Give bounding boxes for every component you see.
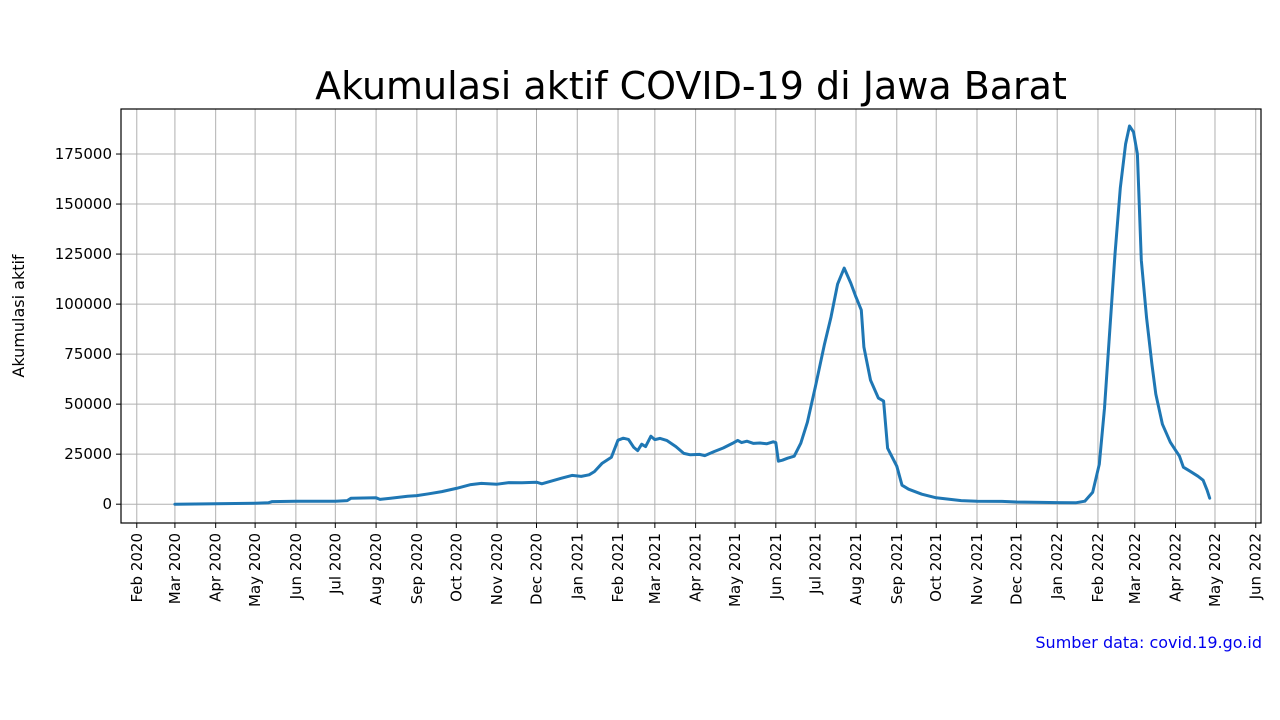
x-tick-label: Dec 2020 <box>528 533 546 605</box>
x-tick-label: Aug 2021 <box>847 533 865 605</box>
x-tick-label: Nov 2020 <box>488 533 506 605</box>
axis-ticks: Feb 2020 Mar 2020 Apr 2020 May 2020 Jun 2020… <box>55 145 1265 607</box>
x-tick-label: Oct 2021 <box>927 533 945 602</box>
y-tick-label: 0 <box>102 495 112 513</box>
x-tick-label: Jun 2022 <box>1247 533 1265 600</box>
x-tick-label: Jul 2021 <box>806 533 824 595</box>
x-tick-label: Oct 2020 <box>447 533 465 602</box>
chart-title: Akumulasi aktif COVID-19 di Jawa Barat <box>315 64 1067 108</box>
x-tick-label: Apr 2020 <box>207 533 225 602</box>
x-tick-label: Aug 2020 <box>367 533 385 605</box>
series-layer <box>173 124 1212 506</box>
x-tick-label: Sep 2020 <box>408 533 426 604</box>
x-tick-label: Jun 2020 <box>287 533 305 600</box>
y-tick-label: 75000 <box>64 345 112 363</box>
y-tick-label: 50000 <box>64 395 112 413</box>
x-tick-label: Apr 2022 <box>1167 533 1185 602</box>
x-tick-label: May 2020 <box>246 533 264 607</box>
x-tick-label: Jan 2022 <box>1048 533 1066 600</box>
y-tick-label: 175000 <box>55 145 112 163</box>
x-tick-label: Feb 2021 <box>609 533 627 603</box>
x-tick-label: Feb 2022 <box>1089 533 1107 603</box>
x-tick-label: Feb 2020 <box>128 533 146 603</box>
x-tick-label: Mar 2021 <box>646 533 664 604</box>
x-tick-label: Jan 2021 <box>568 533 586 600</box>
x-tick-label: Dec 2021 <box>1007 533 1025 605</box>
series-line <box>173 124 1212 506</box>
y-tick-label: 100000 <box>55 295 112 313</box>
x-tick-label: Jul 2020 <box>326 533 344 595</box>
plot-frame <box>120 108 1262 524</box>
y-tick-label: 125000 <box>55 245 112 263</box>
x-tick-label: Mar 2020 <box>166 533 184 604</box>
source-note: Sumber data: covid.19.go.id <box>1035 633 1262 652</box>
y-axis-label: Akumulasi aktif <box>9 254 28 377</box>
y-tick-label: 25000 <box>64 445 112 463</box>
x-tick-label: May 2021 <box>726 533 744 607</box>
x-tick-label: Sep 2021 <box>888 533 906 604</box>
y-tick-label: 150000 <box>55 195 112 213</box>
x-tick-label: Jun 2021 <box>767 533 785 600</box>
x-tick-label: Apr 2021 <box>687 533 705 602</box>
x-tick-label: May 2022 <box>1206 533 1224 607</box>
x-tick-label: Nov 2021 <box>968 533 986 605</box>
grid <box>121 109 1261 523</box>
x-tick-label: Mar 2022 <box>1126 533 1144 604</box>
